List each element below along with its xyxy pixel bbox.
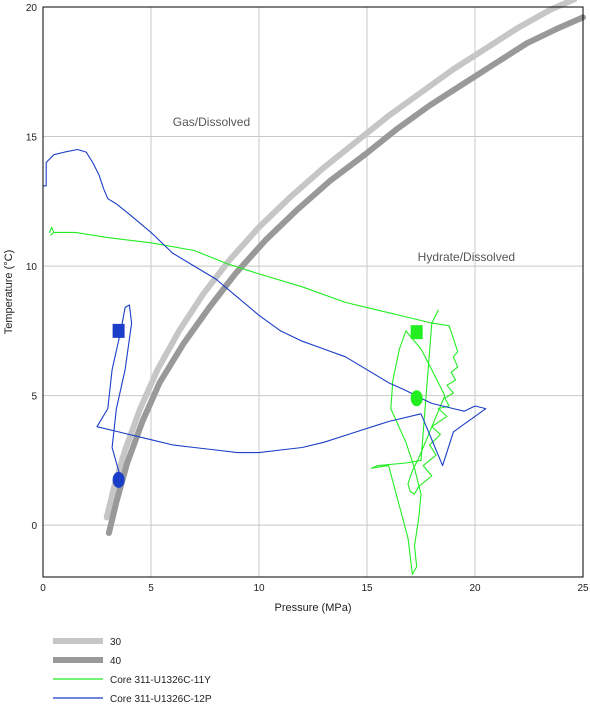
marker-square [112,323,125,338]
x-tick-label: 0 [40,583,46,594]
y-tick-label: 15 [26,133,38,144]
y-tick-label: 20 [26,3,38,14]
x-tick-label: 15 [361,583,373,594]
markers-layer [112,323,423,488]
series-layer [42,0,586,575]
series-line-30 [103,0,578,521]
y-axis-label: Temperature (°C) [3,250,15,334]
legend-label: 40 [110,656,122,667]
x-tick-label: 25 [577,583,589,594]
legend-label: Core 311-U1326C-12P [110,694,212,705]
x-tick-label: 10 [253,583,265,594]
grid [43,7,583,577]
series-line-core-311-u1326c-12p [42,148,487,480]
annotation-gas-dissolved: Gas/Dissolved [173,115,250,129]
annotation-hydrate-dissolved: Hydrate/Dissolved [418,250,515,264]
marker-circle [410,390,423,407]
x-tick-label: 20 [469,583,481,594]
plot-frame [42,6,584,578]
y-tick-label: 0 [31,521,37,532]
legend-label: Core 311-U1326C-11Y [110,675,211,686]
annotations: Gas/Dissolved Hydrate/Dissolved [173,115,515,264]
legend-label: 30 [110,637,122,648]
series-line-40 [105,14,586,536]
series-line-core-311-u1326c-11y [48,226,459,575]
y-tick-label: 5 [31,392,37,403]
marker-square [410,325,423,340]
legend: 30 40 Core 311-U1326C-11Y Core 311-U1326C-1… [53,637,212,705]
x-axis-label: Pressure (MPa) [274,602,351,614]
y-tick-label: 10 [26,262,38,273]
x-tick-label: 5 [148,583,154,594]
marker-circle [112,471,125,488]
tick-labels: 0 5 10 15 20 25 0 5 10 15 20 [26,3,589,594]
